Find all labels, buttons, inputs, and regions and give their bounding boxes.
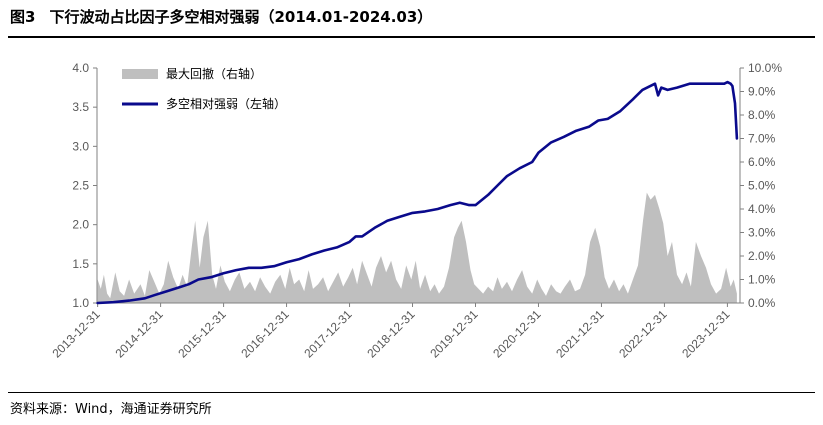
left-tick-label: 1.0 [72, 296, 89, 310]
legend-swatch-drawdown [122, 69, 158, 79]
right-tick-label: 2.0% [748, 249, 776, 263]
drawdown-area [97, 192, 737, 303]
right-tick-label: 5.0% [748, 179, 776, 193]
right-tick-label: 10.0% [748, 61, 782, 75]
right-tick-label: 6.0% [748, 155, 776, 169]
line-layer [96, 80, 739, 305]
area-layer [97, 192, 737, 303]
left-tick-label: 3.0 [72, 139, 89, 153]
right-tick-label: 8.0% [748, 108, 776, 122]
top-rule [8, 36, 815, 38]
right-tick-label: 4.0% [748, 202, 776, 216]
tick-layer: 1.0 1.5 2.0 2.5 3.0 3.5 4.0 0.0% 1.0% 2.0% 3.0% 4.0… [49, 61, 782, 361]
x-tick-label: 2016-12-31 [238, 307, 292, 361]
figure-number: 图3 [10, 8, 36, 26]
left-tick-label: 4.0 [72, 61, 89, 75]
left-tick-label: 3.5 [72, 100, 89, 114]
chart-title: 图3 下行波动占比因子多空相对强弱（2014.01-2024.03） [10, 6, 432, 27]
legend-label-drawdown: 最大回撤（右轴） [166, 66, 262, 81]
left-tick-label: 2.0 [72, 218, 89, 232]
left-tick-label: 2.5 [72, 179, 89, 193]
figure-title: 下行波动占比因子多空相对强弱（2014.01-2024.03） [49, 8, 433, 26]
x-tick-label: 2022-12-31 [616, 307, 670, 361]
legend: 最大回撤（右轴） 多空相对强弱（左轴） [122, 66, 286, 111]
x-tick-label: 2019-12-31 [427, 307, 481, 361]
left-tick-label: 1.5 [72, 257, 89, 271]
x-tick-label: 2018-12-31 [364, 307, 418, 361]
right-tick-label: 1.0% [748, 273, 776, 287]
strength-line [96, 80, 739, 305]
x-tick-label: 2023-12-31 [679, 307, 733, 361]
source-note: 资料来源：Wind，海通证券研究所 [10, 402, 212, 417]
x-tick-label: 2017-12-31 [301, 307, 355, 361]
x-tick-label: 2021-12-31 [553, 307, 607, 361]
right-tick-label: 3.0% [748, 226, 776, 240]
chart-svg: 1.0 1.5 2.0 2.5 3.0 3.5 4.0 0.0% 1.0% 2.0% 3.0% 4.0… [49, 61, 782, 361]
x-tick-label: 2013-12-31 [49, 307, 103, 361]
right-tick-label: 7.0% [748, 132, 776, 146]
x-tick-label: 2014-12-31 [112, 307, 166, 361]
x-tick-label: 2015-12-31 [175, 307, 229, 361]
x-tick-label: 2020-12-31 [490, 307, 544, 361]
axis-layer [93, 67, 744, 307]
legend-label-strength: 多空相对强弱（左轴） [166, 96, 286, 111]
right-tick-label: 9.0% [748, 85, 776, 99]
right-tick-label: 0.0% [748, 296, 776, 310]
bottom-rule [8, 392, 815, 393]
